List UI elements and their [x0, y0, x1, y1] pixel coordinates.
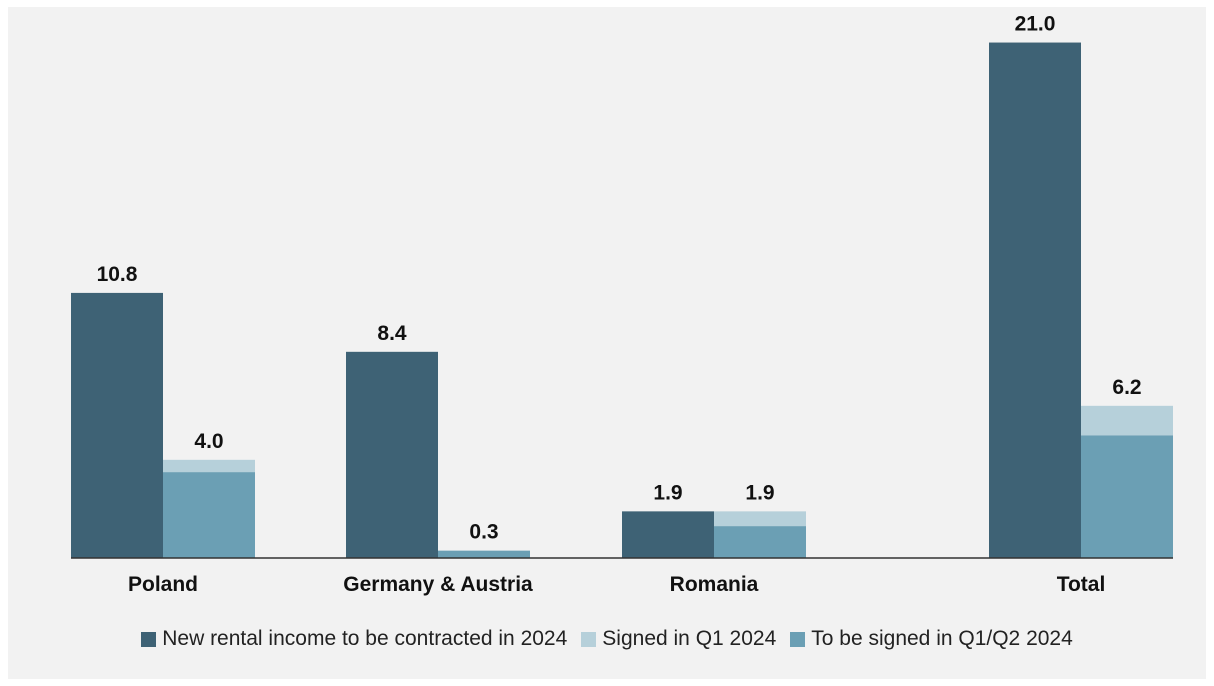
- legend-item-to-be-signed: To be signed in Q1/Q2 2024: [790, 627, 1073, 651]
- bar-to-be-signed-total: [1081, 435, 1173, 558]
- legend-label-new-rental: New rental income to be contracted in 20…: [162, 627, 568, 650]
- category-label-germany-austria: Germany & Austria: [343, 573, 533, 596]
- bar-signed-q1-romania: [714, 511, 806, 527]
- value-label-stack-total-romania: 1.9: [745, 481, 774, 504]
- legend-item-new-rental: New rental income to be contracted in 20…: [141, 627, 567, 651]
- legend-item-signed-q1: Signed in Q1 2024: [581, 627, 776, 651]
- legend-label-signed-q1: Signed in Q1 2024: [602, 627, 777, 650]
- category-label-poland: Poland: [128, 573, 198, 596]
- bar-new-rental-poland: [71, 292, 163, 558]
- bar-new-rental-romania: [622, 511, 714, 558]
- bars-group: [71, 42, 1173, 558]
- bar-signed-q1-poland: [163, 459, 255, 473]
- labels-group: 10.8 4.0 Poland 8.4 0.3 Germany & Austria 1.9 1…: [97, 13, 1142, 596]
- category-label-romania: Romania: [670, 573, 759, 596]
- value-label-new-rental-total: 21.0: [1015, 13, 1056, 36]
- bar-new-rental-germany-austria: [346, 351, 438, 558]
- bar-to-be-signed-germany-austria: [438, 550, 530, 558]
- value-label-stack-total-poland: 4.0: [194, 430, 223, 453]
- bar-to-be-signed-romania: [714, 526, 806, 558]
- legend-swatch-to-be-signed: [790, 631, 806, 647]
- value-label-stack-total-total: 6.2: [1112, 376, 1141, 399]
- bar-signed-q1-total: [1081, 405, 1173, 436]
- value-label-stack-total-germany-austria: 0.3: [469, 521, 498, 544]
- legend-swatch-signed-q1: [581, 631, 597, 647]
- value-label-new-rental-poland: 10.8: [97, 263, 138, 286]
- legend-label-to-be-signed: To be signed in Q1/Q2 2024: [811, 627, 1073, 650]
- value-label-new-rental-romania: 1.9: [653, 481, 682, 504]
- bar-new-rental-total: [989, 42, 1081, 558]
- value-label-new-rental-germany-austria: 8.4: [377, 322, 407, 345]
- category-label-total: Total: [1057, 573, 1106, 596]
- bar-to-be-signed-poland: [163, 472, 255, 558]
- legend: New rental income to be contracted in 20…: [0, 627, 1214, 651]
- legend-swatch-new-rental: [141, 631, 157, 647]
